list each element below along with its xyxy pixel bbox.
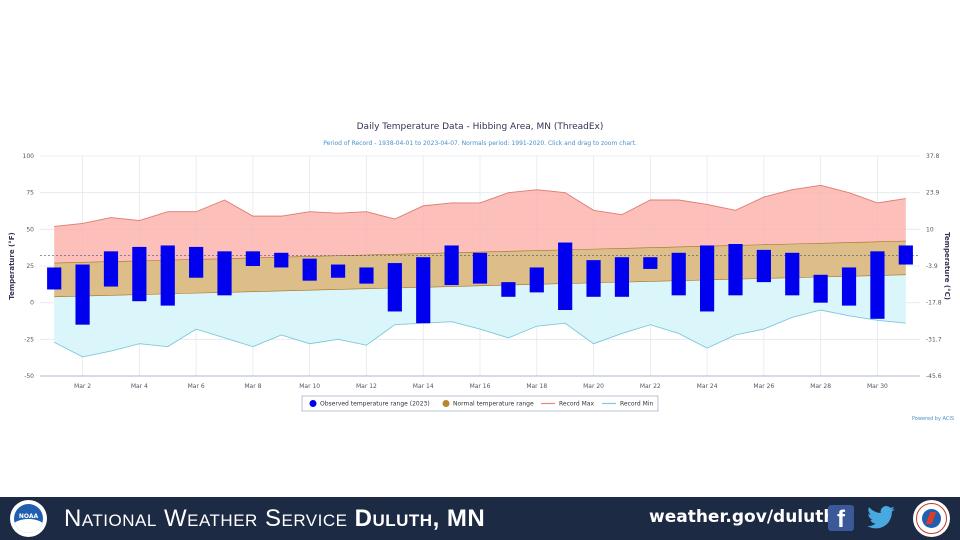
y-tick-label: -25 [24,336,34,343]
observed-bar [302,258,317,281]
y-tick-label: 100 [23,153,35,160]
x-tick-label: Mar 8 [244,383,261,390]
legend-observed-marker[interactable] [309,400,317,407]
legend-box [301,395,659,412]
observed-bar [416,257,431,324]
legend-record-min-label[interactable]: Record Min [620,401,653,408]
observed-bar [898,245,913,265]
legend: Observed temperature range (2023) Normal… [301,395,659,412]
y-tick-label-right: -31.7 [926,336,942,343]
observed-bar [785,252,800,296]
y-axis-label-right: Temperature (°C) [943,232,951,300]
observed-bars [47,242,913,325]
y-tick-label-right: 23.9 [926,190,940,197]
observed-bar [614,257,630,297]
observed-bar [841,267,857,306]
chart: 100 37.8 75 23.9 50 10 25 -3.9 0 -17.8 -25 -31.7 -50… [8,122,954,422]
x-tick-label: Mar 22 [640,383,661,390]
x-tick-label: Mar 18 [526,383,547,390]
record-max-line [54,184,906,227]
office-title: National Weather Service Duluth, MN [64,505,485,533]
observed-bar [586,260,601,297]
observed-bar [189,246,204,278]
x-tick-label: Mar 24 [697,383,718,390]
y-tick-label-right: 10 [926,226,934,233]
website-link[interactable]: weather.gov/duluth [649,507,836,527]
y-axis-label-left: Temperature (°F) [8,232,16,299]
x-tick-label: Mar 4 [131,383,148,390]
observed-bar [47,267,62,290]
observed-bar [558,242,573,310]
observed-bar [359,267,374,284]
y-tick-label: 50 [26,226,34,233]
observed-bar [274,252,289,268]
record-min-area [54,274,906,357]
observed-bar [472,252,488,284]
nws-logo-ring [916,503,947,534]
legend-normal-label[interactable]: Normal temperature range [453,401,534,408]
legend-normal-marker[interactable] [442,400,450,407]
observed-bar [444,245,459,286]
observed-bar [529,267,544,293]
observed-bar [671,252,686,296]
observed-bar [132,246,147,302]
x-tick-label: Mar 30 [867,383,888,390]
x-tick-label: Mar 14 [413,383,434,390]
y-tick-label-right: -17.8 [926,300,942,307]
legend-record-max-label[interactable]: Record Max [559,401,594,408]
office-name: Duluth, MN [354,505,486,532]
y-tick-label-right: 37.8 [926,153,940,160]
x-tick-label: Mar 10 [299,383,320,390]
observed-bar [643,257,658,269]
chart-axes: 100 37.8 75 23.9 50 10 25 -3.9 0 -17.8 -25 -31.7 -50… [23,153,942,390]
observed-bar [103,251,119,287]
y-tick-label-right: -3.9 [926,263,938,270]
noaa-logo-text: NOAA [18,513,39,520]
x-tick-label: Mar 2 [74,383,91,390]
observed-bar [870,251,885,319]
y-tick-label: -50 [24,373,34,380]
x-tick-label: Mar 20 [583,383,604,390]
observed-bar [700,245,715,312]
y-tick-label-right: -45.6 [926,373,942,380]
observed-bar [756,249,771,283]
observed-bar [387,263,402,312]
chart-subtitle: Period of Record - 1938-04-01 to 2023-04… [323,140,637,147]
y-tick-label: 25 [26,263,34,270]
record-min-line [53,309,906,358]
footer-bar: NOAA National Weather Service Duluth, MN… [0,497,960,540]
observed-bar [217,251,232,296]
observed-bar [813,274,828,303]
noaa-logo-wave [14,519,43,533]
x-tick-label: Mar 28 [810,383,831,390]
nws-logo-icon [913,500,950,537]
observed-bar [245,251,260,266]
y-tick-label: 0 [30,300,34,307]
noaa-logo-icon: NOAA [10,500,47,537]
record-max-area [54,185,906,264]
observed-bar [501,282,516,297]
x-tick-label: Mar 12 [356,383,377,390]
twitter-icon[interactable] [866,503,896,533]
noaa-logo-inner: NOAA [14,504,43,533]
observed-bar [160,245,175,306]
observed-bar [728,244,743,296]
chart-title: Daily Temperature Data - Hibbing Area, M… [357,122,604,132]
chart-credit[interactable]: Powered by ACIS [912,416,954,422]
observed-bar [75,264,90,325]
y-tick-label: 75 [26,190,34,197]
x-tick-label: Mar 16 [470,383,491,390]
legend-observed-label[interactable]: Observed temperature range (2023) [320,401,430,408]
x-tick-label: Mar 6 [188,383,205,390]
x-tick-label: Mar 26 [753,383,774,390]
office-org: National Weather Service [64,505,355,532]
observed-bar [330,264,346,278]
facebook-icon[interactable]: f [828,505,854,531]
